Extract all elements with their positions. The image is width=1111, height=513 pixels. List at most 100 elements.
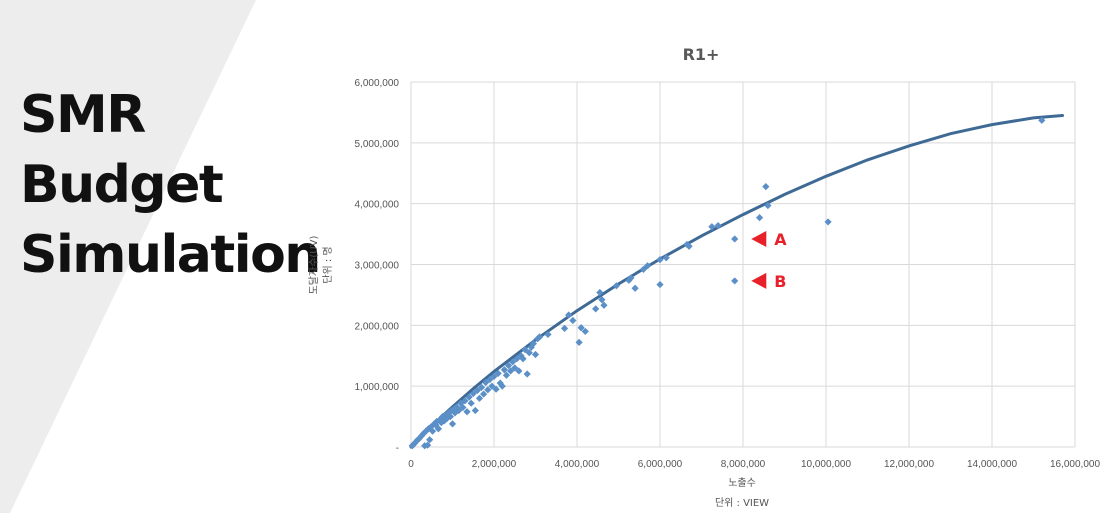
data-point — [708, 223, 716, 231]
data-point — [656, 256, 664, 264]
data-point — [627, 274, 635, 282]
data-point — [511, 364, 519, 372]
data-point — [444, 409, 452, 417]
x-axis-label: 노출수 — [728, 477, 756, 489]
data-point — [525, 349, 533, 357]
x-tick-label: 2,000,000 — [472, 459, 517, 470]
y-tick-label: 3,000,000 — [355, 261, 400, 272]
x-tick-label: 8,000,000 — [721, 459, 766, 470]
data-point — [463, 408, 471, 416]
data-point — [824, 218, 832, 226]
data-point — [592, 305, 600, 313]
y-tick-label: - — [396, 443, 399, 454]
data-point — [428, 427, 437, 435]
data-point — [502, 371, 511, 379]
data-point — [477, 383, 486, 391]
data-point — [523, 370, 531, 378]
data-point — [500, 366, 508, 374]
data-point — [507, 367, 515, 375]
slide-title-line-1: SMR — [20, 85, 146, 145]
data-point — [473, 386, 481, 395]
data-point — [461, 397, 469, 405]
y-tick-label: 4,000,000 — [355, 200, 400, 211]
x-tick-label: 12,000,000 — [884, 459, 934, 470]
data-point — [446, 412, 455, 421]
x-axis-unit: 단위 : VIEW — [715, 496, 769, 509]
data-point — [612, 282, 621, 290]
data-point — [424, 441, 432, 449]
data-point — [565, 311, 573, 319]
data-point — [411, 439, 419, 447]
x-tick-label: 10,000,000 — [801, 459, 851, 470]
data-point — [643, 262, 652, 270]
data-point — [426, 436, 434, 444]
data-point — [544, 330, 552, 339]
data-point — [419, 430, 428, 438]
data-point — [475, 394, 484, 402]
data-point — [662, 254, 670, 262]
data-point — [531, 350, 540, 359]
data-point — [625, 276, 633, 284]
data-point — [577, 324, 585, 332]
y-axis-unit: 단위 : 명 — [321, 246, 334, 283]
y-tick-label: 5,000,000 — [355, 139, 400, 150]
data-point — [536, 333, 544, 341]
data-point — [471, 406, 479, 415]
data-points — [408, 116, 1046, 450]
data-point — [731, 277, 739, 285]
data-point — [480, 390, 488, 398]
data-point — [1038, 116, 1046, 124]
data-point — [656, 280, 664, 289]
slide-title-line-3: Simulation — [20, 225, 321, 285]
annotation-label: A — [774, 230, 787, 249]
y-tick-label: 1,000,000 — [355, 382, 400, 393]
trend-line — [409, 114, 1064, 449]
slide-title-line-2: Budget — [20, 155, 224, 215]
data-point — [492, 385, 500, 393]
data-point — [465, 393, 473, 401]
annotation-arrow — [751, 272, 767, 289]
data-point — [529, 339, 538, 348]
data-point — [467, 399, 475, 407]
gridlines — [410, 81, 1076, 448]
annotation-arrow — [751, 230, 767, 247]
data-point — [683, 240, 691, 249]
data-point — [685, 242, 693, 250]
data-point — [432, 421, 440, 429]
x-tick-label: 16,000,000 — [1050, 459, 1100, 470]
data-point — [521, 346, 529, 354]
data-point — [598, 296, 606, 304]
x-tick-label: 4,000,000 — [555, 459, 600, 470]
data-point — [457, 399, 465, 407]
data-point — [575, 338, 583, 346]
chart-title: R1+ — [683, 45, 720, 64]
data-point — [519, 355, 527, 363]
data-point — [453, 403, 461, 411]
data-point — [639, 265, 647, 273]
data-point — [509, 358, 517, 366]
annotation-label: B — [774, 272, 786, 291]
slide-title: SMR Budget Simulation — [20, 80, 321, 290]
y-axis-label: 도달자수(UV) — [308, 236, 320, 295]
data-point — [560, 324, 569, 332]
data-point — [494, 369, 502, 377]
data-point — [631, 284, 639, 292]
data-point — [484, 386, 492, 394]
data-point — [600, 301, 608, 309]
data-point — [731, 235, 739, 243]
data-point — [756, 214, 764, 222]
data-point — [486, 375, 494, 384]
x-tick-label: 0 — [408, 459, 414, 470]
x-axis-ticks: 0 2,000,000 4,000,000 6,000,000 8,000,000 10,… — [408, 459, 1100, 470]
data-point — [488, 382, 496, 390]
data-point — [448, 420, 457, 428]
data-point — [569, 316, 577, 325]
x-tick-label: 14,000,000 — [967, 459, 1017, 470]
y-tick-label: 6,000,000 — [355, 78, 400, 89]
data-point — [714, 221, 722, 230]
data-point — [413, 436, 421, 444]
data-point — [764, 201, 772, 210]
data-point — [459, 403, 467, 412]
data-point — [762, 183, 770, 191]
